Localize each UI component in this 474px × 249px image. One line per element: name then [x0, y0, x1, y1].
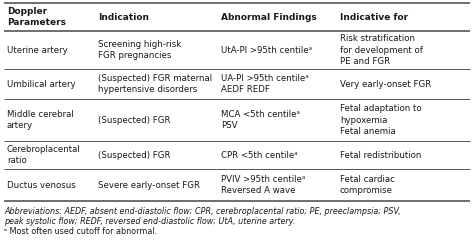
Text: MCA <5th centileᵃ
PSV: MCA <5th centileᵃ PSV [221, 110, 300, 130]
Text: Indicative for: Indicative for [340, 12, 408, 21]
Text: Severe early-onset FGR: Severe early-onset FGR [98, 181, 200, 189]
Text: (Suspected) FGR: (Suspected) FGR [98, 150, 171, 160]
Text: Middle cerebral
artery: Middle cerebral artery [7, 110, 74, 130]
Text: Risk stratification
for development of
PE and FGR: Risk stratification for development of P… [340, 34, 423, 65]
Text: peak systolic flow; REDF, reversed end-diastolic flow; UtA, uterine artery.: peak systolic flow; REDF, reversed end-d… [4, 217, 295, 226]
Text: Abbreviations: AEDF, absent end-diastolic flow; CPR, cerebroplacental ratio; PE,: Abbreviations: AEDF, absent end-diastoli… [4, 207, 401, 216]
Text: (Suspected) FGR: (Suspected) FGR [98, 116, 171, 124]
Text: Ductus venosus: Ductus venosus [7, 181, 76, 189]
Text: Cerebroplacental
ratio: Cerebroplacental ratio [7, 145, 81, 165]
Text: Very early-onset FGR: Very early-onset FGR [340, 79, 431, 88]
Text: Fetal cardiac
compromise: Fetal cardiac compromise [340, 175, 395, 195]
Text: UA-PI >95th centileᵃ
AEDF REDF: UA-PI >95th centileᵃ AEDF REDF [221, 74, 309, 94]
Text: Umbilical artery: Umbilical artery [7, 79, 76, 88]
Text: CPR <5th centileᵃ: CPR <5th centileᵃ [221, 150, 298, 160]
Text: Doppler
Parameters: Doppler Parameters [7, 7, 66, 27]
Text: Abnormal Findings: Abnormal Findings [221, 12, 317, 21]
Text: ᵃ Most often used cutoff for abnormal.: ᵃ Most often used cutoff for abnormal. [4, 227, 157, 236]
Text: Fetal redistribution: Fetal redistribution [340, 150, 421, 160]
Text: UtA-PI >95th centileᵃ: UtA-PI >95th centileᵃ [221, 46, 312, 55]
Text: Indication: Indication [98, 12, 149, 21]
Text: Screening high-risk
FGR pregnancies: Screening high-risk FGR pregnancies [98, 40, 181, 60]
Text: (Suspected) FGR maternal
hypertensive disorders: (Suspected) FGR maternal hypertensive di… [98, 74, 212, 94]
Text: Fetal adaptation to
hypoxemia
Fetal anemia: Fetal adaptation to hypoxemia Fetal anem… [340, 104, 422, 136]
Text: Uterine artery: Uterine artery [7, 46, 68, 55]
Text: PVIV >95th centileᵃ
Reversed A wave: PVIV >95th centileᵃ Reversed A wave [221, 175, 305, 195]
